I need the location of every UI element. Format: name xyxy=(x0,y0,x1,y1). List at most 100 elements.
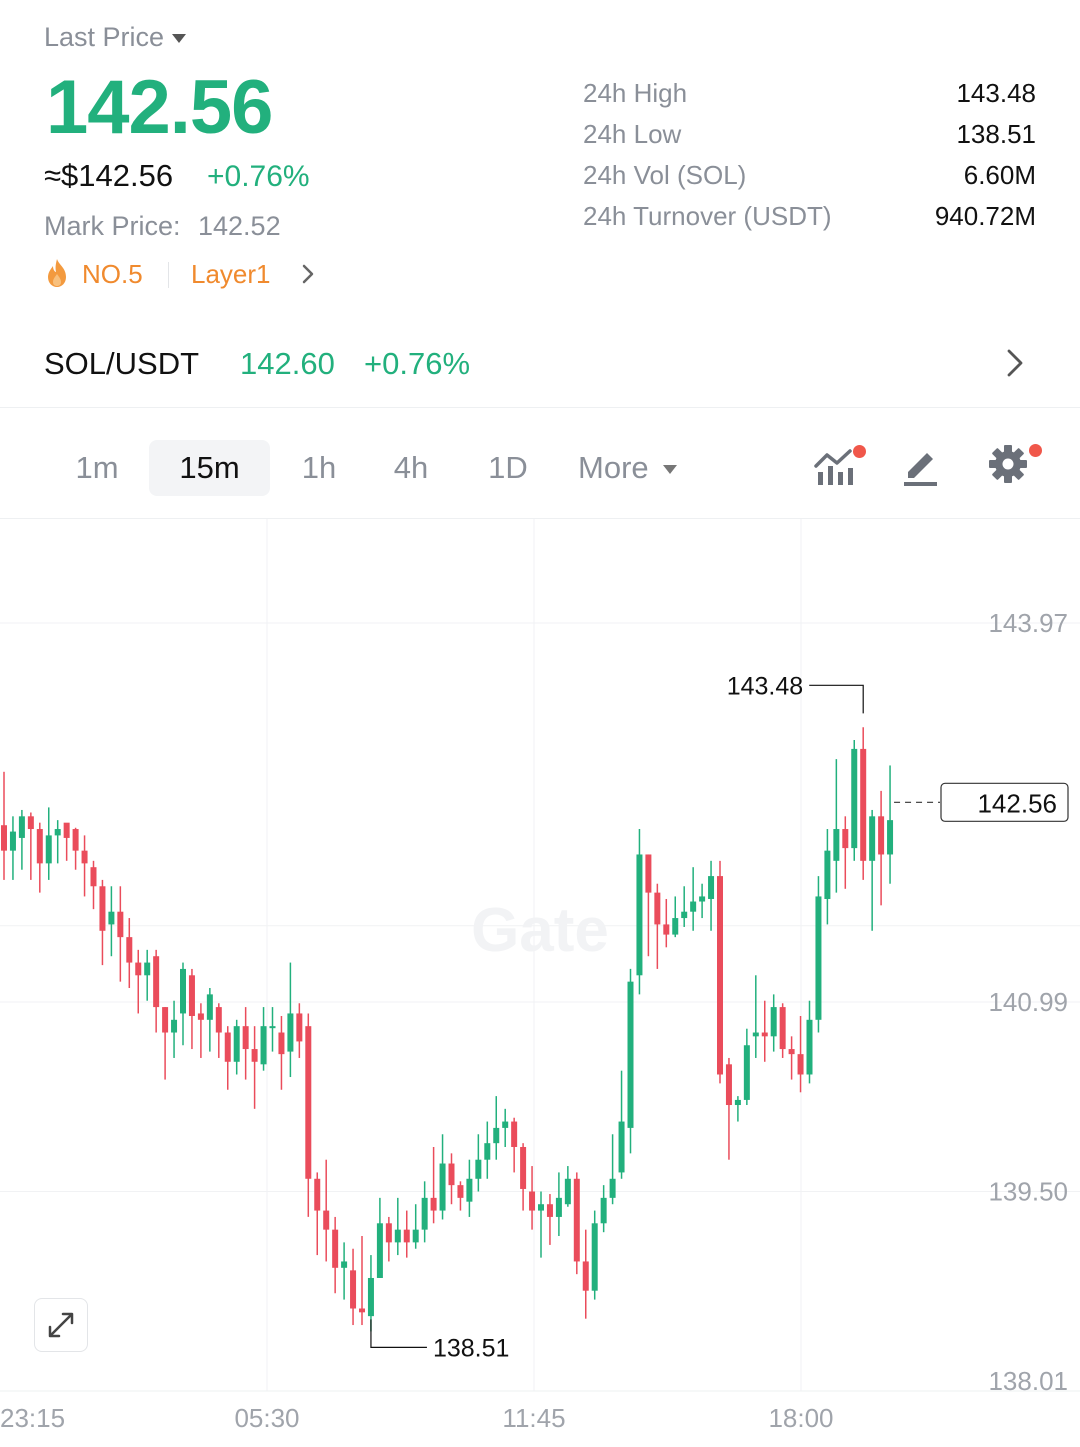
candle-body xyxy=(600,1197,607,1224)
candle-body xyxy=(144,962,151,976)
expand-button[interactable] xyxy=(34,1298,88,1352)
candle xyxy=(117,886,124,982)
candle xyxy=(743,1028,750,1106)
tab-1h[interactable]: 1h xyxy=(301,450,337,485)
candlestick-chart[interactable]: Gate 143.97 140.99 139.50 138.01 23:15 05:30 1… xyxy=(0,519,1080,1447)
candle xyxy=(314,1172,321,1256)
pair-name: SOL/USDT xyxy=(44,346,200,381)
category-link[interactable]: Layer1 xyxy=(191,259,271,289)
candle-body xyxy=(484,1143,491,1160)
candle xyxy=(582,1229,589,1319)
candle-body xyxy=(224,1032,231,1062)
candle xyxy=(144,949,151,1001)
candle xyxy=(242,1007,249,1080)
candle-body xyxy=(27,816,34,830)
y-axis-tick-label: 139.50 xyxy=(988,1177,1068,1207)
candle xyxy=(878,790,885,906)
candle-body xyxy=(1,825,7,851)
candle xyxy=(27,812,34,880)
notification-dot xyxy=(1029,444,1042,457)
candle-body xyxy=(36,829,43,864)
candle-body xyxy=(385,1223,392,1243)
candle-body xyxy=(314,1178,321,1211)
candle xyxy=(546,1194,553,1245)
candle-body xyxy=(180,968,186,1014)
low-marker-label: 138.51 xyxy=(433,1334,509,1362)
settings-icon[interactable] xyxy=(982,438,1034,490)
candle-body xyxy=(162,1007,169,1033)
candle-body xyxy=(99,886,106,931)
tab-4h[interactable]: 4h xyxy=(393,450,429,485)
current-price-label: 142.56 xyxy=(977,788,1057,818)
candle-body xyxy=(538,1204,544,1211)
candle-body xyxy=(421,1197,428,1230)
candle-body xyxy=(242,1026,249,1050)
candle xyxy=(797,1015,804,1093)
candle xyxy=(717,860,723,1084)
caret-down-icon xyxy=(662,465,677,475)
candle xyxy=(573,1172,580,1275)
candle xyxy=(394,1197,401,1256)
candle xyxy=(430,1146,437,1224)
candle-body xyxy=(448,1163,455,1186)
candle-body xyxy=(323,1210,330,1230)
y-axis-tick-label: 143.97 xyxy=(988,608,1068,638)
candle-body xyxy=(54,829,61,836)
candle-body xyxy=(367,1277,374,1317)
chevron-right-icon[interactable] xyxy=(298,262,318,286)
candle xyxy=(269,1007,276,1052)
candle-body xyxy=(108,911,115,925)
candle xyxy=(296,1003,303,1058)
candle xyxy=(448,1153,455,1205)
candle xyxy=(869,809,876,931)
candle xyxy=(162,1007,169,1080)
candle xyxy=(636,829,643,995)
tab-1m[interactable]: 1m xyxy=(75,450,119,485)
candle xyxy=(618,1070,625,1179)
last-price-label: Last Price xyxy=(44,22,165,52)
candle xyxy=(609,1134,616,1205)
tab-more[interactable]: More xyxy=(578,440,702,496)
candle-body xyxy=(206,994,213,1020)
candle xyxy=(511,1117,518,1173)
rank-badge[interactable]: NO.5 xyxy=(82,259,143,289)
candle-body xyxy=(770,1007,777,1037)
fire-icon xyxy=(48,259,66,287)
divider xyxy=(168,262,169,288)
candle-body xyxy=(430,1197,437,1211)
candle-body xyxy=(171,1019,178,1033)
candle-body xyxy=(582,1261,589,1291)
candle xyxy=(806,1000,813,1084)
candle-body xyxy=(233,1026,240,1062)
candle-body xyxy=(81,850,88,864)
candle xyxy=(842,816,849,889)
candle xyxy=(815,876,822,1033)
candle xyxy=(439,1134,446,1220)
tab-1d[interactable]: 1D xyxy=(488,450,528,485)
pair-change: +0.76% xyxy=(364,346,471,381)
candle-body xyxy=(153,956,160,1008)
stat-value-vol: 6.60M xyxy=(963,160,1036,190)
candle xyxy=(591,1210,598,1300)
candle-body xyxy=(761,1032,768,1037)
candle-body xyxy=(573,1178,580,1262)
candle xyxy=(466,1159,473,1217)
candle-body xyxy=(779,1007,786,1050)
candle-body xyxy=(734,1099,741,1106)
chevron-right-icon[interactable] xyxy=(1000,346,1030,380)
candle-body xyxy=(287,1013,294,1052)
candle xyxy=(367,1255,374,1332)
candle-body xyxy=(564,1178,571,1205)
candle xyxy=(538,1191,544,1258)
indicator-icon[interactable] xyxy=(810,442,862,494)
candle xyxy=(663,898,670,948)
draw-icon[interactable] xyxy=(896,442,948,494)
candle xyxy=(761,1000,768,1062)
last-price-selector[interactable]: Last Price xyxy=(44,22,187,53)
tab-15m[interactable]: 15m xyxy=(149,440,270,496)
candle xyxy=(323,1159,330,1262)
candle-body xyxy=(591,1223,598,1291)
candle xyxy=(171,1000,178,1058)
candle-body xyxy=(72,829,79,851)
candle xyxy=(9,816,16,880)
